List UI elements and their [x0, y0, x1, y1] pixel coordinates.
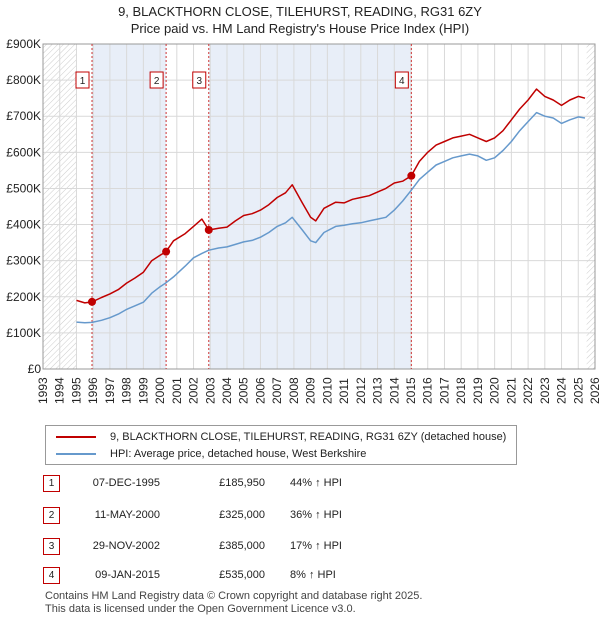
- transaction-hpi: 44% ↑ HPI: [290, 477, 342, 489]
- transaction-row: 1 07-DEC-1995 £185,950 44% ↑ HPI: [0, 475, 600, 495]
- x-tick-label: 2018: [454, 377, 468, 404]
- x-tick-label: 2011: [337, 378, 351, 404]
- transaction-date: 11-MAY-2000: [94, 509, 160, 521]
- sale-label-number: 4: [399, 76, 405, 87]
- transaction-number: 3: [43, 538, 60, 555]
- sale-label-number: 2: [154, 76, 160, 87]
- x-tick-label: 2000: [153, 377, 167, 404]
- ownership-band: [208, 44, 412, 369]
- x-tick-label: 2007: [270, 377, 284, 404]
- legend-label-hpi: HPI: Average price, detached house, West…: [110, 448, 367, 460]
- x-tick-label: 1994: [53, 377, 67, 404]
- x-tick-label: 1995: [69, 377, 83, 404]
- x-tick-label: 2009: [304, 377, 318, 404]
- transaction-row: 4 09-JAN-2015 £535,000 8% ↑ HPI: [0, 567, 600, 587]
- x-tick-label: 2024: [555, 377, 569, 404]
- y-tick-label: £800K: [6, 73, 41, 87]
- sale-label-number: 3: [196, 76, 202, 87]
- sale-label-box: [149, 71, 164, 89]
- sale-point: [204, 225, 213, 234]
- footer-licence: This data is licensed under the Open Gov…: [45, 603, 356, 615]
- x-tick-label: 2026: [588, 377, 600, 404]
- chart-title: 9, BLACKTHORN CLOSE, TILEHURST, READING,…: [118, 4, 482, 19]
- transaction-hpi: 17% ↑ HPI: [290, 540, 342, 552]
- x-tick-label: 2017: [437, 377, 451, 404]
- y-tick-label: £600K: [6, 145, 41, 159]
- transaction-price: £385,000: [219, 540, 265, 552]
- sale-point: [407, 171, 416, 180]
- transaction-hpi: 36% ↑ HPI: [290, 509, 342, 521]
- legend-item-property: 9, BLACKTHORN CLOSE, TILEHURST, READING,…: [56, 429, 506, 445]
- y-tick-label: £0: [28, 362, 42, 376]
- sale-label-box: [394, 71, 409, 89]
- y-tick-label: £900K: [6, 37, 41, 51]
- transaction-price: £535,000: [219, 569, 265, 581]
- x-tick-label: 2010: [320, 377, 334, 404]
- footer-copyright: Contains HM Land Registry data © Crown c…: [45, 590, 423, 602]
- x-tick-label: 2008: [287, 377, 301, 404]
- legend-swatch-property: [56, 436, 96, 438]
- x-tick-label: 1999: [136, 377, 150, 404]
- sale-point: [88, 297, 97, 306]
- property-price-line: [76, 88, 586, 304]
- x-tick-label: 2012: [354, 377, 368, 404]
- x-tick-label: 2005: [237, 377, 251, 404]
- legend: 9, BLACKTHORN CLOSE, TILEHURST, READING,…: [45, 425, 517, 465]
- y-tick-label: £500K: [6, 181, 41, 195]
- hpi-line: [76, 111, 586, 324]
- x-tick-label: 2021: [504, 377, 518, 404]
- x-tick-label: 2003: [203, 377, 217, 404]
- sale-label-box: [75, 71, 90, 89]
- legend-label-property: 9, BLACKTHORN CLOSE, TILEHURST, READING,…: [110, 431, 507, 443]
- x-tick-label: 2014: [387, 377, 401, 404]
- x-tick-label: 1997: [103, 377, 117, 404]
- x-tick-label: 2016: [421, 377, 435, 404]
- x-tick-label: 2001: [170, 377, 184, 404]
- x-tick-label: 2013: [371, 377, 385, 404]
- chart-subtitle: Price paid vs. HM Land Registry's House …: [130, 21, 470, 36]
- transaction-date: 09-JAN-2015: [95, 569, 160, 581]
- x-tick-label: 2002: [187, 377, 201, 404]
- x-tick-label: 1996: [86, 377, 100, 404]
- transaction-row: 3 29-NOV-2002 £385,000 17% ↑ HPI: [0, 538, 600, 558]
- y-tick-label: £400K: [6, 218, 41, 232]
- transaction-date: 29-NOV-2002: [92, 540, 160, 552]
- x-tick-label: 2004: [220, 377, 234, 404]
- transaction-number: 4: [43, 567, 60, 584]
- legend-item-hpi: HPI: Average price, detached house, West…: [56, 446, 366, 462]
- transaction-price: £185,950: [219, 477, 265, 489]
- y-tick-label: £700K: [6, 109, 41, 123]
- y-tick-label: £200K: [6, 290, 41, 304]
- sale-point: [162, 247, 171, 256]
- transaction-row: 2 11-MAY-2000 £325,000 36% ↑ HPI: [0, 507, 600, 527]
- x-tick-label: 2015: [404, 377, 418, 404]
- x-tick-label: 2025: [571, 377, 585, 404]
- x-tick-label: 2023: [538, 377, 552, 404]
- ownership-band: [92, 44, 167, 369]
- transaction-hpi: 8% ↑ HPI: [290, 569, 336, 581]
- plot-frame: [42, 43, 596, 370]
- sale-label-box: [192, 71, 207, 89]
- y-tick-label: £300K: [6, 254, 41, 268]
- transaction-price: £325,000: [219, 509, 265, 521]
- x-tick-label: 2022: [521, 377, 535, 404]
- x-tick-label: 2006: [253, 377, 267, 404]
- transaction-number: 1: [43, 475, 60, 492]
- x-tick-label: 1993: [36, 377, 50, 404]
- y-tick-label: £100K: [6, 326, 41, 340]
- price-chart: £0 £100K £200K £300K £400K £500K £600K £700K £80…: [6, 37, 600, 404]
- hatch-after-data: [586, 44, 595, 369]
- x-tick-label: 1998: [120, 377, 134, 404]
- x-tick-label: 2020: [488, 377, 502, 404]
- sale-label-number: 1: [80, 76, 86, 87]
- transaction-number: 2: [43, 507, 60, 524]
- x-tick-label: 2019: [471, 377, 485, 404]
- legend-swatch-hpi: [56, 453, 96, 455]
- transaction-date: 07-DEC-1995: [92, 477, 160, 489]
